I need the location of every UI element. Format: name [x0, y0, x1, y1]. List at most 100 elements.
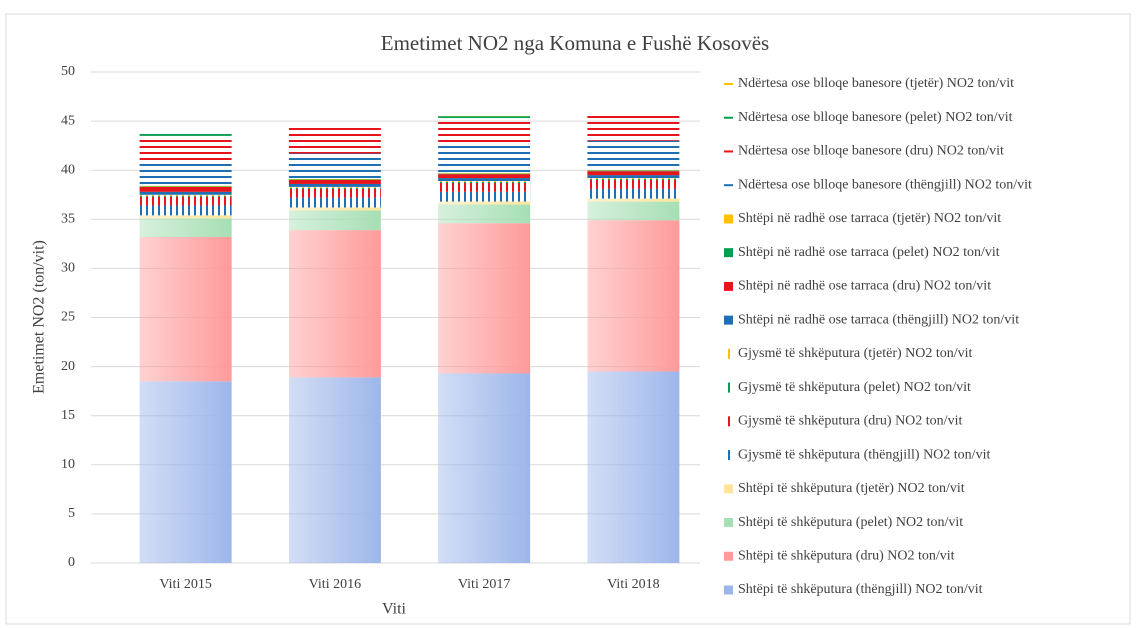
- bar-segment: [288, 186, 381, 188]
- legend-label: Ndërtesa ose blloqe banesore (dru) NO2 t…: [738, 144, 1004, 159]
- bar-segment: [438, 223, 531, 374]
- bar-segment: [438, 118, 531, 144]
- legend-label: Gjysmë të shkëputura (tjetër) NO2 ton/vi…: [738, 346, 973, 361]
- y-tick-label: 10: [61, 457, 75, 472]
- bar-segment: [587, 371, 680, 563]
- bar-segment: [438, 115, 531, 117]
- x-tick-label: Viti 2016: [309, 577, 361, 592]
- bar-segment: [587, 198, 680, 202]
- bar-segment: [438, 174, 531, 179]
- bar-segment: [587, 201, 680, 221]
- bar-segment: [288, 188, 381, 198]
- y-tick-label: 5: [68, 506, 75, 521]
- legend-marker: [724, 315, 733, 325]
- bar-segment: [438, 143, 531, 174]
- legend-marker: [728, 348, 730, 359]
- y-tick-label: 30: [61, 261, 75, 276]
- bar-segment: [288, 230, 381, 378]
- legend-marker: [724, 248, 733, 258]
- bar-segment: [139, 218, 232, 237]
- bar-segment: [438, 201, 531, 205]
- legend-label: Gjysmë të shkëputura (pelet) NO2 ton/vit: [738, 380, 971, 395]
- x-tick-label: Viti 2018: [607, 577, 659, 592]
- legend-marker: [728, 382, 730, 393]
- y-tick-label: 25: [61, 310, 75, 325]
- y-tick-label: 20: [61, 359, 75, 374]
- bar-segment: [587, 171, 680, 176]
- legend-label: Ndërtesa ose blloqe banesore (pelet) NO2…: [738, 110, 1013, 125]
- bar-segment: [438, 204, 531, 224]
- bar-segment: [288, 180, 381, 184]
- chart-title: Emetimet NO2 nga Komuna e Fushë Kosovës: [381, 31, 769, 55]
- bar-segment: [139, 205, 232, 216]
- legend-marker: [728, 416, 730, 427]
- legend-label: Ndërtesa ose blloqe banesore (tjetër) NO…: [738, 76, 1014, 91]
- legend-label: Ndërtesa ose blloqe banesore (thëngjill)…: [738, 177, 1032, 192]
- legend-marker: [724, 551, 733, 561]
- legend-marker: [724, 484, 733, 494]
- bar-segment: [587, 175, 680, 179]
- y-tick-label: 0: [68, 555, 75, 570]
- legend-label: Shtëpi në radhë ose tarraca (pelet) NO2 …: [738, 245, 1000, 260]
- legend-label: Shtëpi në radhë ose tarraca (tjetër) NO2…: [738, 211, 1001, 226]
- bar-segment: [438, 182, 531, 192]
- bar-segment: [288, 377, 381, 563]
- bar-segment: [587, 179, 680, 181]
- legend-marker: [724, 116, 733, 119]
- bar-segment: [288, 127, 381, 154]
- x-tick-label: Viti 2017: [458, 577, 510, 592]
- legend-marker: [724, 83, 733, 85]
- y-tick-label: 15: [61, 408, 75, 423]
- bar-segment: [139, 161, 232, 186]
- y-tick-label: 50: [61, 64, 75, 79]
- bar-segment: [288, 197, 381, 208]
- bar-segment: [288, 126, 381, 127]
- bar-segment: [288, 126, 381, 128]
- y-tick-label: 45: [61, 113, 75, 128]
- bar-segment: [288, 210, 381, 231]
- legend-marker: [724, 518, 733, 528]
- legend-label: Gjysmë të shkëputura (thëngjill) NO2 ton…: [738, 447, 990, 462]
- bar-segment: [288, 183, 381, 187]
- bar-segment: [139, 186, 232, 192]
- bar-segment: [438, 373, 531, 563]
- legend-marker: [724, 585, 733, 595]
- x-tick-label: Viti 2015: [159, 577, 211, 592]
- bar-segment: [288, 187, 381, 189]
- bar-segment: [587, 180, 680, 189]
- legend-label: Gjysmë të shkëputura (dru) NO2 ton/vit: [738, 414, 962, 429]
- legend-marker: [724, 184, 733, 187]
- legend-label: Shtëpi në radhë ose tarraca (dru) NO2 to…: [738, 279, 991, 294]
- bar-segment: [438, 191, 531, 202]
- bar-segment: [438, 181, 531, 182]
- bar-segment: [139, 132, 232, 134]
- bar-segment: [438, 178, 531, 182]
- bar-segment: [139, 215, 232, 219]
- legend-label: Shtëpi në radhë ose tarraca (thëngjill) …: [738, 312, 1019, 327]
- y-tick-label: 40: [61, 162, 75, 177]
- legend-label: Shtëpi të shkëputura (tjetër) NO2 ton/vi…: [738, 481, 965, 496]
- y-tick-label: 35: [61, 212, 75, 227]
- bar-segment: [587, 188, 680, 199]
- bar-segment: [139, 195, 232, 197]
- legend-marker: [724, 214, 733, 224]
- bar-segment: [587, 220, 680, 372]
- y-axis-label: Emetimet NO2 (ton/vit): [31, 240, 48, 394]
- bar-segment: [288, 207, 381, 211]
- legend-label: Shtëpi të shkëputura (dru) NO2 ton/vit: [738, 548, 955, 563]
- bar-segment: [139, 135, 232, 162]
- bar-segment: [139, 191, 232, 195]
- bar-segment: [438, 181, 531, 183]
- bar-segment: [139, 194, 232, 196]
- x-axis-label: Viti: [382, 601, 406, 618]
- bar-segment: [587, 178, 680, 180]
- bar-segment: [139, 236, 232, 382]
- bar-segment: [587, 115, 680, 141]
- legend-marker: [728, 450, 730, 461]
- bar-segment: [438, 116, 531, 119]
- legend-label: Shtëpi të shkëputura (thëngjill) NO2 ton…: [738, 582, 983, 597]
- bar-segment: [139, 196, 232, 206]
- bar-segment: [288, 153, 381, 180]
- legend-label: Shtëpi të shkëputura (pelet) NO2 ton/vit: [738, 515, 963, 530]
